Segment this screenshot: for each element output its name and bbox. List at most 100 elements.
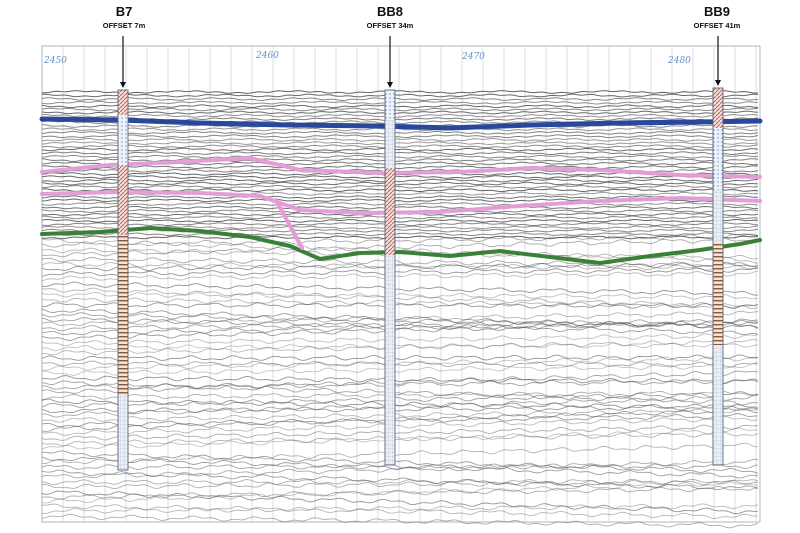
borehole-offset-b7: OFFSET 7m [102, 21, 146, 30]
seismic-reflector [41, 175, 759, 180]
seismic-reflector [41, 360, 759, 368]
seismic-reflector [41, 151, 759, 156]
seismic-reflector [41, 261, 758, 271]
seismic-reflector [41, 195, 759, 200]
borehole-segment [118, 395, 128, 470]
borehole-segment [118, 235, 128, 395]
borehole-offset-bb8: OFFSET 34m [366, 21, 414, 30]
borehole-label-bb8: BB8 [376, 4, 403, 19]
seismic-reflector [41, 147, 759, 152]
borehole-casing [712, 87, 724, 466]
borehole-bb9 [712, 36, 724, 466]
seismic-reflector [41, 297, 759, 310]
seismic-reflector [41, 378, 759, 390]
seismic-reflector [41, 370, 759, 394]
seismic-reflector [41, 503, 759, 519]
seismic-reflector [41, 431, 759, 447]
seismic-reflector [41, 479, 759, 490]
chainage-label: 2450 [44, 56, 67, 66]
borehole-segment [118, 165, 128, 235]
seismic-reflector [41, 270, 759, 282]
seismic-reflector [41, 266, 759, 277]
seismic-reflector [41, 144, 759, 149]
horizon-lines [39, 116, 763, 265]
seismic-reflector [41, 333, 759, 347]
borehole-b7 [117, 36, 129, 471]
borehole-segment [385, 168, 395, 255]
seismic-reflector [41, 363, 759, 376]
seismic-reflector [41, 318, 759, 332]
borehole-arrow-icon [715, 80, 721, 86]
seismic-reflector [42, 338, 759, 356]
borehole-segment [713, 242, 723, 345]
seismic-reflector [41, 320, 758, 341]
chainage-label: 2470 [462, 52, 485, 62]
seismic-reflector [41, 201, 759, 206]
seismic-reflector [41, 485, 759, 500]
seismic-reflector [41, 513, 759, 529]
borehole-segment [713, 345, 723, 465]
seismic-reflector [41, 237, 759, 258]
borehole-label-bb9: BB9 [703, 4, 730, 19]
seismic-reflector [41, 158, 759, 163]
seismic-reflector [41, 134, 759, 139]
horizon-fault [274, 198, 304, 250]
seismic-reflector [41, 342, 759, 351]
seismic-reflector [41, 391, 759, 409]
horizon-green [40, 226, 762, 265]
seismic-reflector [41, 97, 759, 102]
seismic-reflector [41, 427, 758, 450]
seismic-reflector [41, 463, 759, 471]
seismic-reflector [41, 232, 759, 237]
seismic-reflector [41, 408, 759, 433]
seismic-reflector [41, 228, 759, 233]
seismic-reflector [41, 178, 759, 183]
chainage-label: 2480 [668, 56, 691, 66]
seismic-reflector [41, 215, 759, 220]
borehole-logs [117, 36, 724, 471]
seismic-reflector [41, 113, 759, 118]
seismic-reflector [41, 490, 759, 515]
borehole-arrow-icon [387, 82, 393, 88]
borehole-offset-bb9: OFFSET 41m [693, 21, 741, 30]
chainage-label: 2460 [256, 51, 279, 61]
seismic-reflector [41, 442, 759, 465]
seismic-reflector [41, 458, 759, 479]
seismic-reflector [41, 141, 759, 146]
seismic-reflector [41, 354, 759, 362]
seismic-reflector [41, 480, 758, 504]
seismic-reflector [41, 356, 759, 371]
seismic-reflector [41, 233, 759, 248]
seismic-reflector [41, 110, 759, 115]
seismic-reflector [41, 205, 759, 210]
section-frame [41, 45, 761, 523]
borehole-segment [118, 90, 128, 115]
seismic-reflector [41, 281, 758, 296]
seismic-reflector [41, 312, 759, 329]
borehole-segment [118, 115, 128, 165]
seismic-reflector [41, 222, 759, 227]
seismic-reflector [41, 302, 759, 309]
borehole-segment [385, 90, 395, 120]
seismic-reflector [41, 375, 759, 385]
seismic-reflector [41, 478, 759, 486]
seismic-traces [41, 90, 759, 529]
seismic-reflector [42, 450, 759, 474]
borehole-casing [117, 89, 129, 471]
borehole-segment [713, 190, 723, 242]
seismic-reflector [41, 390, 759, 401]
borehole-bb8 [384, 36, 396, 466]
seismic-reflector [41, 424, 759, 441]
seismic-reflector [41, 154, 759, 159]
seismic-reflector [41, 90, 759, 94]
seismic-reflector [41, 310, 759, 326]
seismic-reflector [41, 404, 759, 414]
seismic-reflector [41, 291, 759, 300]
seismic-reflector [41, 503, 759, 514]
borehole-segment [385, 255, 395, 465]
borehole-segment [713, 128, 723, 190]
seismic-reflector [41, 181, 759, 186]
horizon-pink-upper [40, 156, 762, 179]
borehole-arrow-icon [120, 82, 126, 88]
